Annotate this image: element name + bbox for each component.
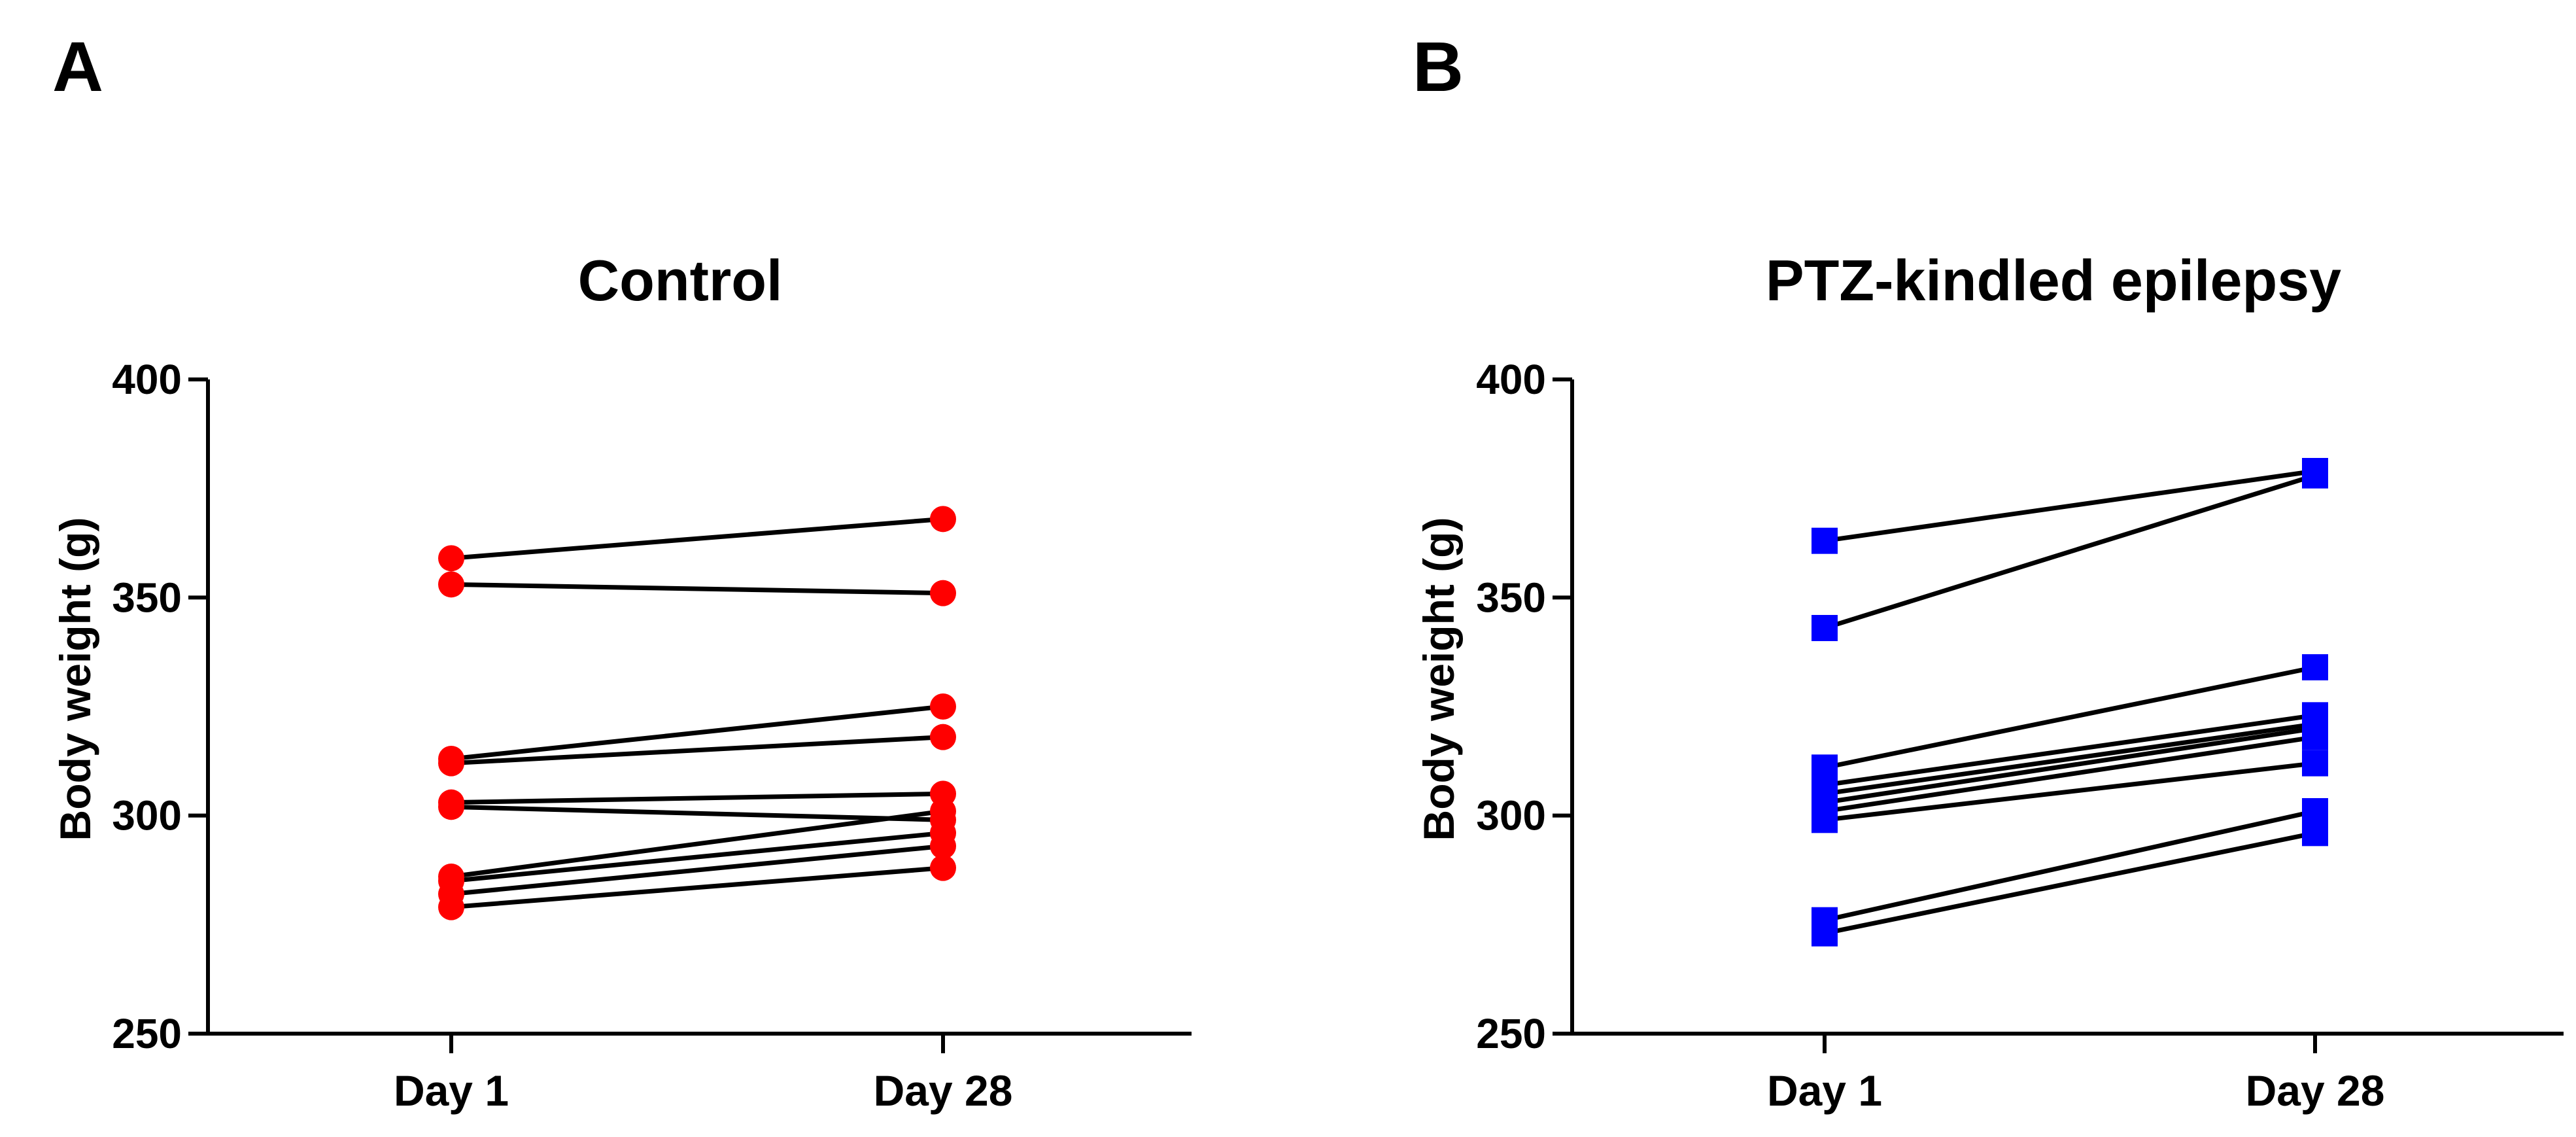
subject-line-7 [451, 809, 944, 879]
subject-line-9 [451, 843, 944, 897]
data-point-4-day1 [438, 750, 464, 777]
subject-line-2 [451, 582, 944, 596]
panel-letter-b: B [1413, 27, 1464, 106]
panel-letter-a: A [52, 27, 103, 106]
y-tick-label-250: 250 [112, 1010, 182, 1057]
subject-line-10 [451, 866, 944, 910]
y-axis-label-b: Body weight (g) [1415, 517, 1463, 841]
data-point-2-day1 [438, 571, 464, 598]
data-point-4-day28 [930, 724, 956, 750]
x-tick-label-day-1: Day 1 [394, 1066, 509, 1115]
y-tick-label-350: 350 [112, 574, 182, 621]
data-point-6-day1 [438, 794, 464, 820]
y-tick-label-400: 400 [112, 356, 182, 403]
subject-line-5 [451, 791, 944, 805]
data-point-7-day28 [930, 798, 956, 824]
data-point-3-day28 [930, 693, 956, 720]
data-point-2-day28 [930, 580, 956, 606]
chart-title-control: Control [577, 248, 783, 313]
data-point-1-day1 [438, 545, 464, 572]
subject-line-3 [451, 704, 944, 761]
subject-line-6 [451, 804, 944, 822]
chart-title-ptz: PTZ-kindled epilepsy [1765, 248, 2342, 313]
data-point-1-day28 [930, 506, 956, 533]
subject-line-1 [451, 516, 944, 561]
x-tick-label-day-28: Day 28 [874, 1066, 1013, 1115]
y-tick-label-300: 300 [112, 792, 182, 839]
data-point-9-day28 [930, 833, 956, 860]
data-point-10-day28 [930, 854, 956, 881]
subject-line-8 [451, 830, 944, 884]
data-point-10-day1 [438, 894, 464, 920]
subject-line-4 [451, 735, 944, 766]
